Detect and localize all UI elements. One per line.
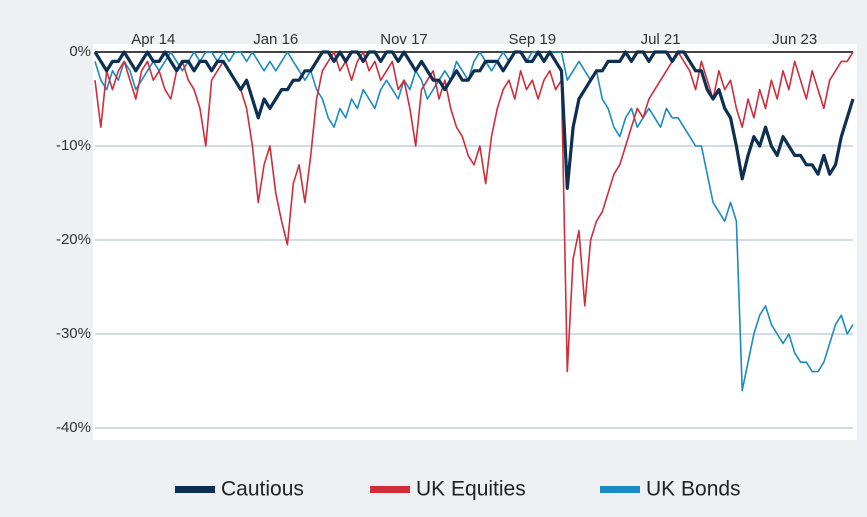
y-tick-label: -30% bbox=[56, 325, 91, 342]
legend-swatch bbox=[175, 486, 215, 493]
series-line bbox=[94, 51, 854, 392]
x-tick-label: Nov 17 bbox=[380, 31, 428, 48]
y-tick-label: -10% bbox=[56, 137, 91, 154]
y-tick-label: -20% bbox=[56, 231, 91, 248]
x-tick-label: Jan 16 bbox=[253, 31, 298, 48]
x-tick-label: Sep 19 bbox=[509, 31, 557, 48]
series-line bbox=[93, 50, 855, 190]
plot-area bbox=[93, 44, 857, 440]
y-tick-label: -40% bbox=[56, 419, 91, 436]
legend-swatch bbox=[600, 486, 640, 493]
legend-label: UK Bonds bbox=[646, 478, 741, 501]
x-tick-label: Jun 23 bbox=[772, 31, 817, 48]
legend-swatch bbox=[370, 486, 410, 493]
series-line bbox=[94, 51, 854, 373]
y-tick-label: 0% bbox=[69, 43, 91, 60]
x-tick-label: Jul 21 bbox=[641, 31, 681, 48]
x-tick-label: Apr 14 bbox=[131, 31, 175, 48]
legend-label: UK Equities bbox=[416, 478, 526, 501]
legend-label: Cautious bbox=[221, 478, 304, 501]
